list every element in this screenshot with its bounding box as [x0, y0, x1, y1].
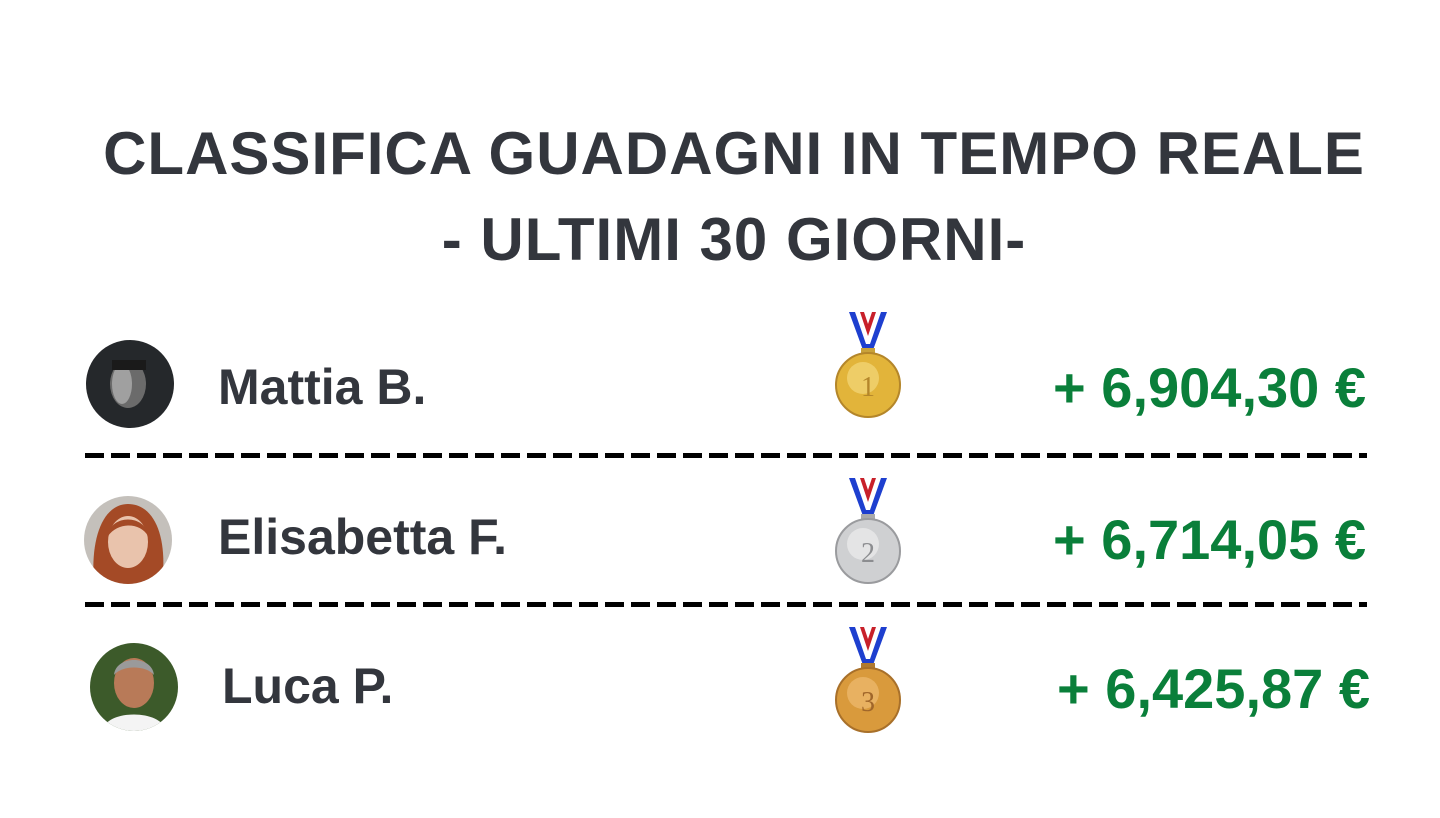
earnings-amount: + 6,425,87 € [1057, 657, 1370, 720]
player-name: Mattia B. [218, 359, 427, 415]
avatar [84, 496, 172, 584]
player-name: Elisabetta F. [218, 509, 507, 565]
player-name: Luca P. [222, 658, 394, 714]
avatar [90, 643, 178, 731]
silver-medal-icon: 2 [833, 478, 903, 584]
earnings-amount: + 6,904,30 € [1053, 356, 1366, 419]
earnings-amount: + 6,714,05 € [1053, 508, 1366, 571]
leaderboard-row: Mattia B. 1 + 6,904,30 € [0, 310, 1440, 450]
svg-text:1: 1 [861, 372, 875, 403]
row-divider [85, 602, 1367, 607]
page-title: CLASSIFICA GUADAGNI IN TEMPO REALE [103, 120, 1365, 187]
bronze-medal-icon: 3 [833, 627, 903, 733]
leaderboard-row: Elisabetta F. 2 + 6,714,05 € [0, 476, 1440, 616]
page-subtitle: - ULTIMI 30 GIORNI- [441, 206, 1027, 273]
gold-medal-icon: 1 [833, 312, 903, 418]
row-divider [85, 453, 1367, 458]
avatar [86, 340, 174, 428]
svg-text:3: 3 [861, 687, 875, 718]
svg-text:2: 2 [861, 538, 875, 569]
leaderboard-row: Luca P. 3 + 6,425,87 € [0, 625, 1440, 765]
